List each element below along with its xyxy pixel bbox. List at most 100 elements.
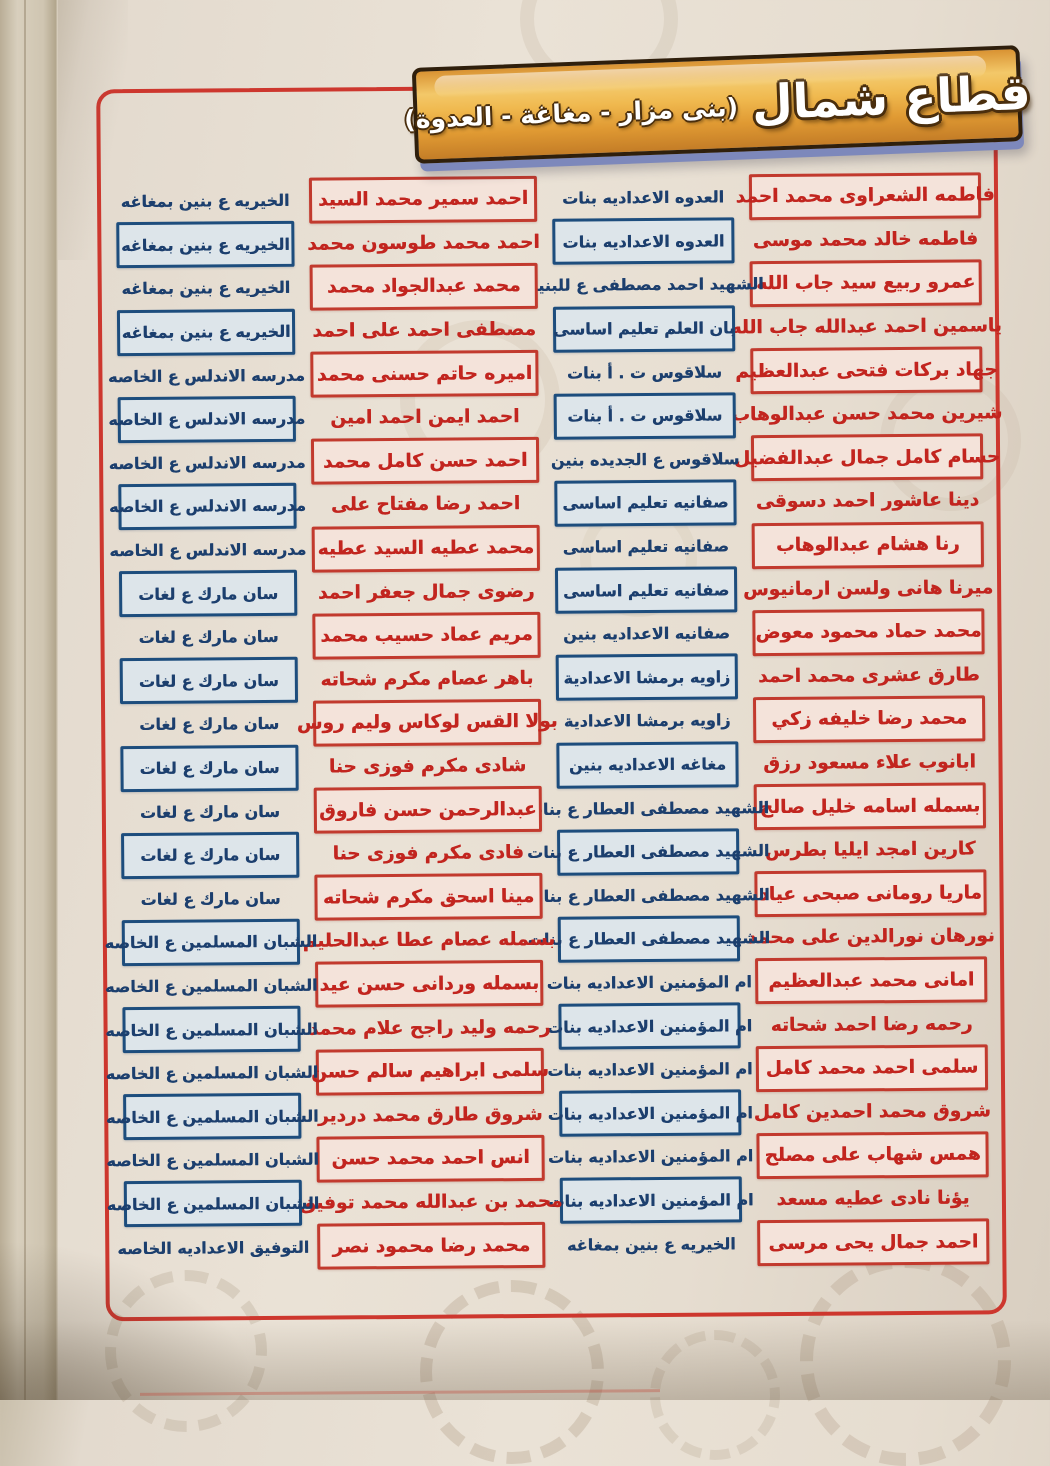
student-name: انس احمد محمد حسن xyxy=(316,1134,545,1183)
school-name: سان مارك ع لغات xyxy=(121,831,300,879)
school-name: سان مارك ع لغات xyxy=(120,744,299,792)
student-name: عبدالرحمن حسن فاروق xyxy=(313,785,543,834)
school-name: الخيريه ع بنين بمغاغه xyxy=(121,278,291,299)
student-name: احمد جمال يحى مرسى xyxy=(757,1218,990,1267)
photographed-document: { "header": { "title": "قطاع شمال", "sub… xyxy=(0,0,1050,1400)
school-name: مدرسه الاندلس ع الخاصه xyxy=(108,452,306,474)
school-name: ام المؤمنين الاعداديه بنات xyxy=(547,1002,752,1050)
student-name: شروق طارق محمد دردير xyxy=(317,1103,543,1127)
student-name: محمد عطيه السيد عطيه xyxy=(311,524,540,573)
student-name: عمرو ربيع سيد جاب الله xyxy=(749,259,982,308)
school-name: الشبان المسلمين ع الخاصه xyxy=(105,918,317,967)
student-name: مصطفى احمد على احمد xyxy=(312,318,536,342)
school-name: صفانيه تعليم اساسى xyxy=(562,536,729,557)
school-name: مدرسه الاندلس ع الخاصه xyxy=(107,365,305,386)
student-name: احمد محمد طوسون محمد xyxy=(307,231,540,255)
student-name: رحمه رضا احمد شحاته xyxy=(770,1013,973,1036)
page-edge xyxy=(0,0,58,1400)
student-name: بولا القس لوكاس وليم روس xyxy=(297,698,558,747)
school-name: صفانيه تعليم اساسى xyxy=(554,566,738,614)
school-name: الخيريه ع بنين بمغاغه xyxy=(120,191,290,212)
school-name: صفانيه تعليم اساسى xyxy=(554,479,737,527)
student-name: رنا هشام عبدالوهاب xyxy=(751,520,984,569)
school-name: الخيريه ع بنين بمغاغه xyxy=(116,221,295,269)
school-name: بان العلم تعليم اساسى xyxy=(552,304,736,353)
student-name: طارق عشرى محمد احمد xyxy=(758,664,980,687)
student-name: ابانوب علاء مسعود رزق xyxy=(763,751,976,775)
school-name: سان مارك ع لغات xyxy=(119,657,299,705)
school-name: الشبان المسلمين ع الخاصه xyxy=(107,1180,319,1228)
school-name: مدرسه الاندلس ع الخاصه xyxy=(109,539,307,561)
student-name: محمد رضا محمود نصر xyxy=(317,1221,546,1270)
student-name: احمد رضا مفتاح على xyxy=(330,493,521,516)
school-name: سان مارك ع لغات xyxy=(118,569,298,618)
student-name: دينا عاشور احمد دسوقى xyxy=(755,489,980,513)
student-name: كارين امجد ايليا بطرس xyxy=(764,838,976,862)
page-content: قطاع شمال (بنى مزار - مغاغة - العدوة) فا… xyxy=(0,0,1050,1404)
student-name: محمد حماد محمود معوض xyxy=(752,608,985,656)
student-name: بسمله عصام عطا عبدالحليم xyxy=(302,929,556,953)
photo-fold-shadow xyxy=(58,0,128,260)
school-name: الشهيد مصطفى العطار ع بنات xyxy=(527,884,770,906)
student-name: ياسمين احمد عبدالله جاب الله xyxy=(730,315,1002,339)
student-name: اميره حاتم حسنى محمد xyxy=(310,350,539,398)
student-name: محمد بن عبدالله محمد توفيق xyxy=(299,1190,563,1214)
school-name: ام المؤمنين الاعداديه بنات xyxy=(547,1146,754,1168)
student-name: فادى مكرم فوزى حنا xyxy=(332,842,524,865)
student-name: حسام كامل جمال عبدالفضيل xyxy=(734,433,1000,482)
student-name: يؤنا نادى عطيه مسعد xyxy=(776,1187,970,1210)
school-name: مغاغه الاعداديه بنين xyxy=(556,740,739,789)
school-name: ام المؤمنين الاعداديه بنات xyxy=(547,1059,753,1081)
school-name: ام المؤمنين الاعداديه بنات xyxy=(548,1089,753,1138)
school-name: الشبان المسلمين ع الخاصه xyxy=(106,1149,319,1171)
student-name: بسمله اسامه خليل صالح xyxy=(753,782,987,831)
sector-title: قطاع شمال xyxy=(750,65,1032,131)
school-name: الشهيد مصطفى العطار ع بنات xyxy=(528,915,770,963)
school-name: الشبان المسلمين ع الخاصه xyxy=(104,975,318,997)
school-name: الخيريه ع بنين بمغاغه xyxy=(116,308,296,356)
school-name: العدوه الاعداديه بنات xyxy=(552,217,735,266)
student-name: ميرنا هانى ولسن ارمانيوس xyxy=(742,576,994,600)
school-name: ام المؤمنين الاعداديه بنات xyxy=(546,972,752,993)
student-name: رحمه وليد راجح علام محمد xyxy=(308,1016,551,1040)
school-name: الشبان المسلمين ع الخاصه xyxy=(105,1005,318,1054)
student-name: شادى مكرم فوزى حنا xyxy=(328,755,527,778)
school-name: سان مارك ع لغات xyxy=(139,801,280,822)
student-name: رضوى جمال جعفر احمد xyxy=(317,580,535,604)
photo-corner-shadow xyxy=(0,1240,260,1400)
student-name: جهاد بركات فتحى عبدالعظيم xyxy=(735,346,998,395)
school-name: زاويه برمشا الاعدادية xyxy=(563,710,731,732)
school-name: ام المؤمنين الاعداديه بنات xyxy=(548,1176,754,1225)
student-name: شيرين محمد حسن عبدالوهاب xyxy=(731,402,1003,426)
student-name: فاطمه الشعراوى محمد احمد xyxy=(736,172,995,221)
school-name: الخيريه ع بنين بمغاغه xyxy=(566,1233,736,1255)
student-name: همس شهاب على مصلح xyxy=(756,1131,989,1180)
school-name: سان مارك ع لغات xyxy=(138,627,279,648)
page-edge-line xyxy=(24,0,26,1400)
school-name: سان مارك ع لغات xyxy=(140,888,281,909)
school-name: سلاقوس ت . أ بنات xyxy=(553,392,736,440)
photo-bottom-shadow xyxy=(0,1320,1050,1400)
student-name: ماريا رومانى صبحى عياد xyxy=(754,869,987,918)
student-name: محمد رضا خليفه زكي xyxy=(752,695,986,744)
school-name: مدرسه الاندلس ع الخاصه xyxy=(109,482,306,531)
sector-subtitle: (بنى مزار - مغاغة - العدوة) xyxy=(403,92,739,134)
school-name: صفانيه الاعداديه بنين xyxy=(563,623,730,644)
student-name: مريم عماد حسيب محمد xyxy=(312,611,541,660)
student-name: احمد سمير محمد السيد xyxy=(308,175,538,224)
school-name: الشبان المسلمين ع الخاصه xyxy=(105,1062,319,1084)
student-name: سلمى ابراهيم سالم حسن xyxy=(311,1047,549,1096)
school-name: الشبان المسلمين ع الخاصه xyxy=(106,1093,319,1141)
school-name: سلاقوس ت . أ بنات xyxy=(566,362,723,383)
student-name: فاطمه خالد محمد موسى xyxy=(752,228,979,252)
student-name: احمد حسن كامل محمد xyxy=(310,437,540,486)
student-name: شروق محمد احمدين كامل xyxy=(753,1100,991,1123)
school-name: العدوه الاعداديه بنات xyxy=(562,187,725,208)
school-name: الشهيد مصطفى العطار ع بنات xyxy=(527,828,769,876)
student-name: بسمله وردانى حسن عيد xyxy=(315,960,544,1009)
student-name: سلمى احمد محمد كامل xyxy=(755,1044,989,1092)
student-name: محمد عبدالجواد محمد xyxy=(309,262,538,311)
school-name: الشهيد احمد مصطفى ع للبنين xyxy=(523,274,764,296)
student-name: مينا اسحق مكرم شحاته xyxy=(314,873,543,921)
school-name: زاويه برمشا الاعدادية xyxy=(555,653,739,702)
